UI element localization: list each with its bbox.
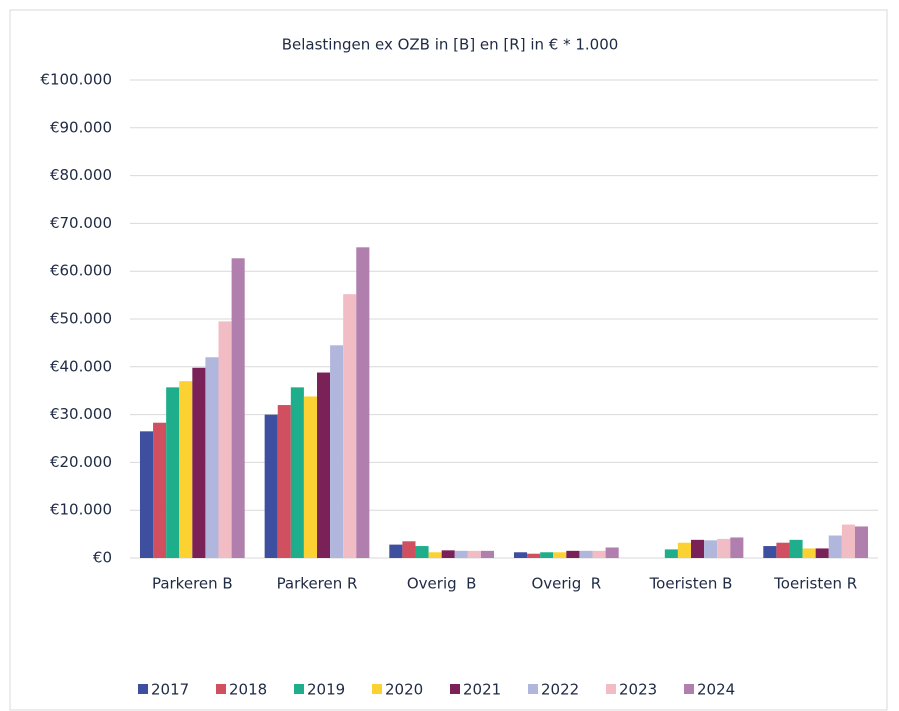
legend-label: 2017: [151, 681, 189, 699]
bar: [763, 546, 777, 558]
bar: [717, 538, 731, 558]
bar: [566, 550, 580, 558]
x-tick-label: Toeristen R: [773, 575, 857, 593]
bar: [677, 542, 691, 558]
bar: [139, 431, 154, 558]
x-tick-label: Overig B: [407, 575, 477, 593]
legend-swatch: [528, 684, 538, 694]
legend-swatch: [450, 684, 460, 694]
bar: [356, 247, 370, 559]
bar: [389, 544, 403, 558]
bar: [441, 550, 455, 558]
legend-swatch: [684, 684, 694, 694]
bar: [192, 367, 206, 558]
bar: [467, 550, 481, 558]
bar: [218, 321, 232, 558]
bar: [343, 294, 357, 558]
bar: [317, 372, 331, 558]
legend-swatch: [372, 684, 382, 694]
legend-label: 2022: [541, 681, 579, 699]
bar: [330, 345, 344, 558]
bar: [480, 550, 495, 558]
x-tick-label: Parkeren R: [277, 575, 358, 593]
bar: [303, 396, 317, 558]
bar: [527, 553, 541, 558]
x-tick-label: Overig R: [531, 575, 601, 593]
bar: [264, 414, 278, 558]
y-tick-label: €30.000: [50, 405, 112, 423]
legend-swatch: [138, 684, 148, 694]
bar: [579, 550, 593, 558]
y-tick-label: €100.000: [40, 71, 112, 89]
y-tick-label: €10.000: [50, 501, 112, 519]
legend-label: 2018: [229, 681, 267, 699]
bar: [231, 258, 245, 558]
bar: [402, 541, 416, 558]
bar: [605, 547, 619, 558]
bar: [290, 387, 304, 558]
legend-label: 2023: [619, 681, 657, 699]
bar: [553, 552, 567, 558]
bar: [828, 535, 842, 558]
y-tick-label: €60.000: [50, 262, 112, 280]
bar: [730, 537, 744, 558]
y-tick-label: €50.000: [50, 310, 112, 328]
bar: [691, 539, 705, 558]
bar: [776, 542, 790, 558]
y-tick-label: €80.000: [50, 166, 112, 184]
legend-swatch: [294, 684, 304, 694]
legend-label: 2019: [307, 681, 345, 699]
bar: [454, 550, 468, 558]
x-tick-label: Toeristen B: [649, 575, 733, 593]
bar: [428, 552, 442, 558]
y-tick-label: €20.000: [50, 453, 112, 471]
bar: [664, 549, 678, 558]
bar: [166, 387, 180, 558]
bar: [854, 526, 869, 558]
bar: [513, 552, 528, 558]
y-tick-label: €40.000: [50, 357, 112, 375]
bar: [802, 548, 816, 558]
bar: [815, 548, 829, 558]
chart-title: Belastingen ex OZB in [B] en [R] in € * …: [282, 36, 619, 54]
x-tick-label: Parkeren B: [152, 575, 233, 593]
bar: [540, 552, 554, 558]
y-tick-label: €70.000: [50, 214, 112, 232]
chart-frame: [9, 9, 888, 711]
bar: [841, 524, 855, 558]
legend-swatch: [606, 684, 616, 694]
bar: [415, 546, 429, 558]
legend-label: 2021: [463, 681, 501, 699]
legend-label: 2020: [385, 681, 423, 699]
legend-label: 2024: [697, 681, 735, 699]
legend-swatch: [216, 684, 226, 694]
bar: [179, 381, 193, 558]
bar: [277, 405, 291, 558]
y-tick-label: €90.000: [50, 118, 112, 136]
bar: [592, 550, 606, 558]
bar: [704, 540, 718, 558]
y-tick-label: €0: [93, 549, 112, 567]
bar: [153, 422, 167, 558]
bar: [789, 539, 803, 558]
bar: [205, 357, 219, 558]
